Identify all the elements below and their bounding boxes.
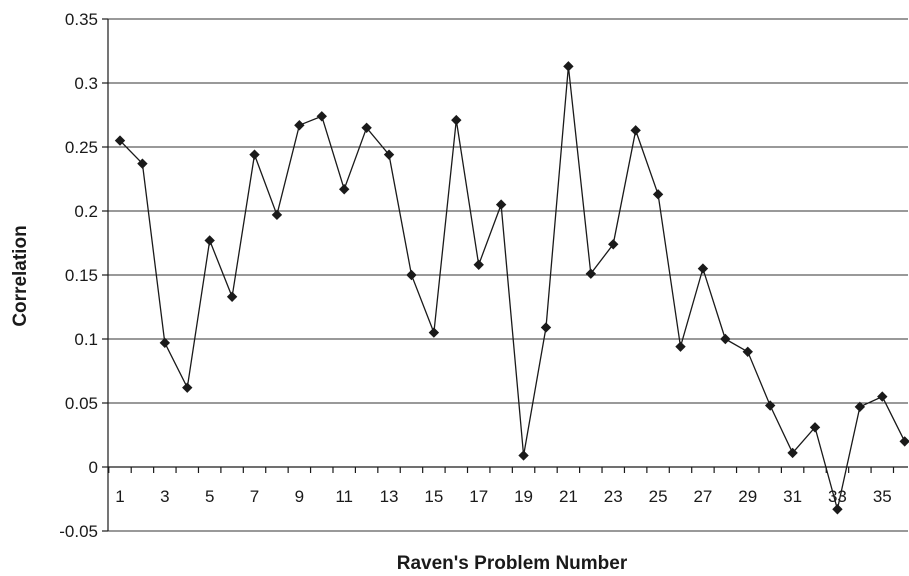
data-point (294, 120, 305, 131)
y-tick-labels: 0.35 0.3 0.25 0.2 0.15 0.1 0.05 0 -0.05 (59, 10, 98, 541)
data-point (271, 209, 283, 221)
data-point (697, 263, 709, 274)
data-point (585, 268, 597, 279)
series (114, 61, 909, 515)
x-tick-label: 1 (115, 487, 124, 506)
x-tick-label: 25 (649, 487, 668, 506)
data-point (473, 259, 484, 270)
y-tick-label: 0.3 (74, 74, 98, 93)
data-point (608, 239, 619, 250)
data-point (495, 199, 507, 210)
data-point (182, 382, 193, 393)
data-point (361, 122, 372, 133)
x-tick-label: 3 (160, 487, 169, 506)
x-tick-labels: 1 3 5 7 9 11 13 15 17 19 21 23 25 27 29 31 33 35 (115, 487, 891, 506)
x-tick-label: 23 (604, 487, 623, 506)
x-tick-label: 17 (469, 487, 488, 506)
data-point (787, 447, 798, 459)
x-tick-label: 33 (828, 487, 847, 506)
data-point (809, 422, 821, 433)
y-tick-label: 0.05 (65, 394, 98, 413)
data-point (854, 401, 866, 413)
data-point (406, 269, 417, 281)
x-tick-label: 21 (559, 487, 578, 506)
axes (102, 18, 908, 532)
data-point (764, 400, 776, 411)
x-tick-label: 15 (424, 487, 443, 506)
y-tick-label: 0.35 (65, 10, 98, 29)
data-point (630, 125, 641, 136)
y-tick-label: 0.2 (74, 202, 98, 221)
x-tick-label: 7 (250, 487, 259, 506)
x-tick-label: 5 (205, 487, 214, 506)
x-tick-label: 27 (693, 487, 712, 506)
data-point (518, 450, 529, 461)
data-point (428, 327, 440, 338)
y-axis-label: Correlation (10, 225, 31, 326)
y-tick-label: -0.05 (59, 522, 98, 541)
x-tick-label: 29 (738, 487, 757, 506)
data-point (652, 189, 664, 200)
y-tick-label: 0.15 (65, 266, 98, 285)
data-point (204, 235, 215, 246)
data-point (832, 504, 843, 515)
x-tick-label: 13 (380, 487, 399, 506)
data-point (540, 322, 552, 333)
data-point (249, 149, 260, 160)
data-point (675, 341, 686, 352)
data-point (742, 346, 753, 357)
data-point (114, 135, 126, 146)
data-point (339, 184, 350, 195)
data-point (383, 149, 395, 160)
data-point (316, 111, 327, 122)
x-tick-label: 11 (335, 487, 353, 506)
x-tick-label: 35 (873, 487, 892, 506)
data-point (720, 333, 731, 345)
x-tick-label: 31 (783, 487, 802, 506)
series-line (119, 66, 906, 510)
y-tick-label: 0.25 (65, 138, 98, 157)
data-point (451, 114, 462, 126)
y-tick-label: 0.1 (74, 330, 98, 349)
data-point (563, 61, 574, 72)
data-point (899, 436, 909, 447)
data-point (226, 291, 238, 302)
x-axis-label: Raven's Problem Number (397, 553, 628, 574)
data-point (877, 391, 888, 402)
data-point (159, 337, 171, 349)
x-tick-label: 9 (295, 487, 304, 506)
data-point (137, 158, 148, 169)
y-tick-label: 0 (89, 458, 98, 477)
x-tick-label: 19 (514, 487, 533, 506)
